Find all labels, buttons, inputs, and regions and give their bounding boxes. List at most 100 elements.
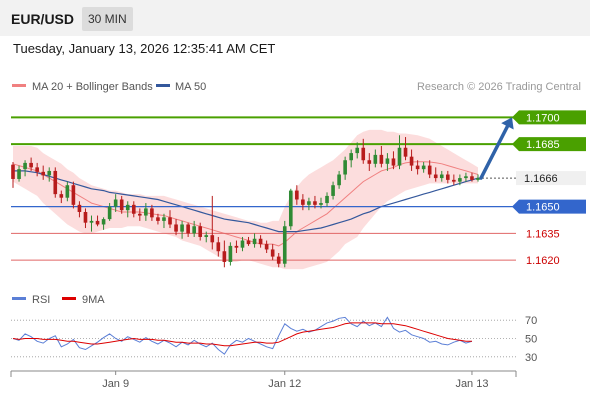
forecast-arrow-head xyxy=(501,117,514,130)
candle xyxy=(144,203,148,221)
candle-body xyxy=(204,235,209,237)
candle-body xyxy=(119,199,124,211)
candle xyxy=(246,236,251,246)
candle xyxy=(138,208,142,221)
candle-body xyxy=(131,204,136,214)
candle-body xyxy=(397,147,402,166)
candle xyxy=(427,160,432,179)
rsi-legend-swatch xyxy=(12,297,26,300)
candle-body xyxy=(476,178,480,180)
candle xyxy=(77,201,82,218)
forecast-arrow-shaft xyxy=(479,124,510,180)
support-label-1.1650: 1.1650 xyxy=(526,202,560,214)
rsi-tick-label: 30 xyxy=(525,352,537,364)
candle xyxy=(258,235,263,248)
candle-body xyxy=(349,153,353,161)
ma20-legend-swatch xyxy=(12,84,26,87)
candle-body xyxy=(270,249,275,257)
candle xyxy=(23,160,27,177)
candle-body xyxy=(222,251,227,262)
candle xyxy=(415,160,420,175)
candle-body xyxy=(258,238,263,245)
candle xyxy=(379,145,384,168)
candlesticks xyxy=(11,135,480,268)
candle xyxy=(204,231,209,243)
candle-body xyxy=(83,211,88,223)
candle xyxy=(53,167,58,198)
candle xyxy=(270,244,275,261)
candle-body xyxy=(156,217,160,221)
candle xyxy=(276,253,281,268)
candle xyxy=(433,167,438,182)
candle-body xyxy=(379,154,384,164)
time-axis-label: Jan 9 xyxy=(102,378,129,390)
candle xyxy=(385,153,390,171)
candle xyxy=(162,213,166,229)
ma50-legend-label: MA 50 xyxy=(175,81,206,93)
candle xyxy=(95,215,100,227)
candle-body xyxy=(192,226,196,234)
timeframe-button[interactable]: 30 MIN xyxy=(82,7,133,31)
candle-body xyxy=(180,224,184,232)
candle-body xyxy=(107,206,112,220)
candle xyxy=(174,219,178,236)
candle xyxy=(470,172,474,182)
rsi-lines xyxy=(12,316,473,355)
candle xyxy=(113,194,118,212)
candle xyxy=(228,242,233,266)
candle-body xyxy=(150,208,154,218)
candle xyxy=(355,142,360,159)
candle-body xyxy=(240,240,245,248)
candle-body xyxy=(301,199,305,205)
candle-body xyxy=(458,178,462,182)
candle-body xyxy=(288,190,293,227)
support-label-1.1635: 1.1635 xyxy=(526,228,560,240)
ma50-line xyxy=(13,170,479,233)
candle-body xyxy=(198,226,203,237)
candle xyxy=(11,162,15,188)
candle-body xyxy=(331,185,335,196)
price-level-labels: 1.1700 1.1685 1.1666 1.1650 1.1635 1.1620 xyxy=(512,110,586,267)
candle xyxy=(119,195,124,214)
candle xyxy=(210,195,215,250)
candle xyxy=(107,203,112,221)
candle xyxy=(458,174,462,186)
candle xyxy=(240,236,245,252)
candle-body xyxy=(355,147,360,154)
candle-body xyxy=(71,185,76,205)
candle-body xyxy=(113,199,118,207)
candle-body xyxy=(65,185,70,198)
candle xyxy=(264,240,269,254)
resistance-tag-1.1685 xyxy=(512,137,586,152)
candle xyxy=(101,217,106,230)
candle-body xyxy=(337,174,341,186)
bollinger-band-area xyxy=(13,129,478,270)
candle-body xyxy=(17,169,21,179)
rsi-ma-legend-swatch xyxy=(62,297,76,300)
candle-body xyxy=(409,156,414,166)
candle-body xyxy=(29,162,33,168)
candle xyxy=(192,220,196,237)
candle-body xyxy=(252,238,257,245)
candle-body xyxy=(246,240,251,245)
current-price-tag xyxy=(516,171,586,186)
candle xyxy=(222,240,227,268)
candle-body xyxy=(391,158,396,166)
candle xyxy=(337,170,341,189)
candle xyxy=(65,181,70,202)
candle xyxy=(252,233,257,248)
candle xyxy=(452,174,456,186)
candle xyxy=(445,170,450,184)
candle xyxy=(403,137,408,161)
candle-body xyxy=(47,170,52,176)
candle xyxy=(295,185,299,205)
support-label-1.1620: 1.1620 xyxy=(526,255,560,267)
support-tag-1.1650 xyxy=(512,199,586,214)
candle xyxy=(288,188,293,230)
candle-body xyxy=(470,176,474,180)
candle-body xyxy=(373,154,378,164)
candle-body xyxy=(144,208,148,216)
candle xyxy=(17,165,21,182)
candle xyxy=(168,210,172,229)
candle-body xyxy=(77,204,82,212)
